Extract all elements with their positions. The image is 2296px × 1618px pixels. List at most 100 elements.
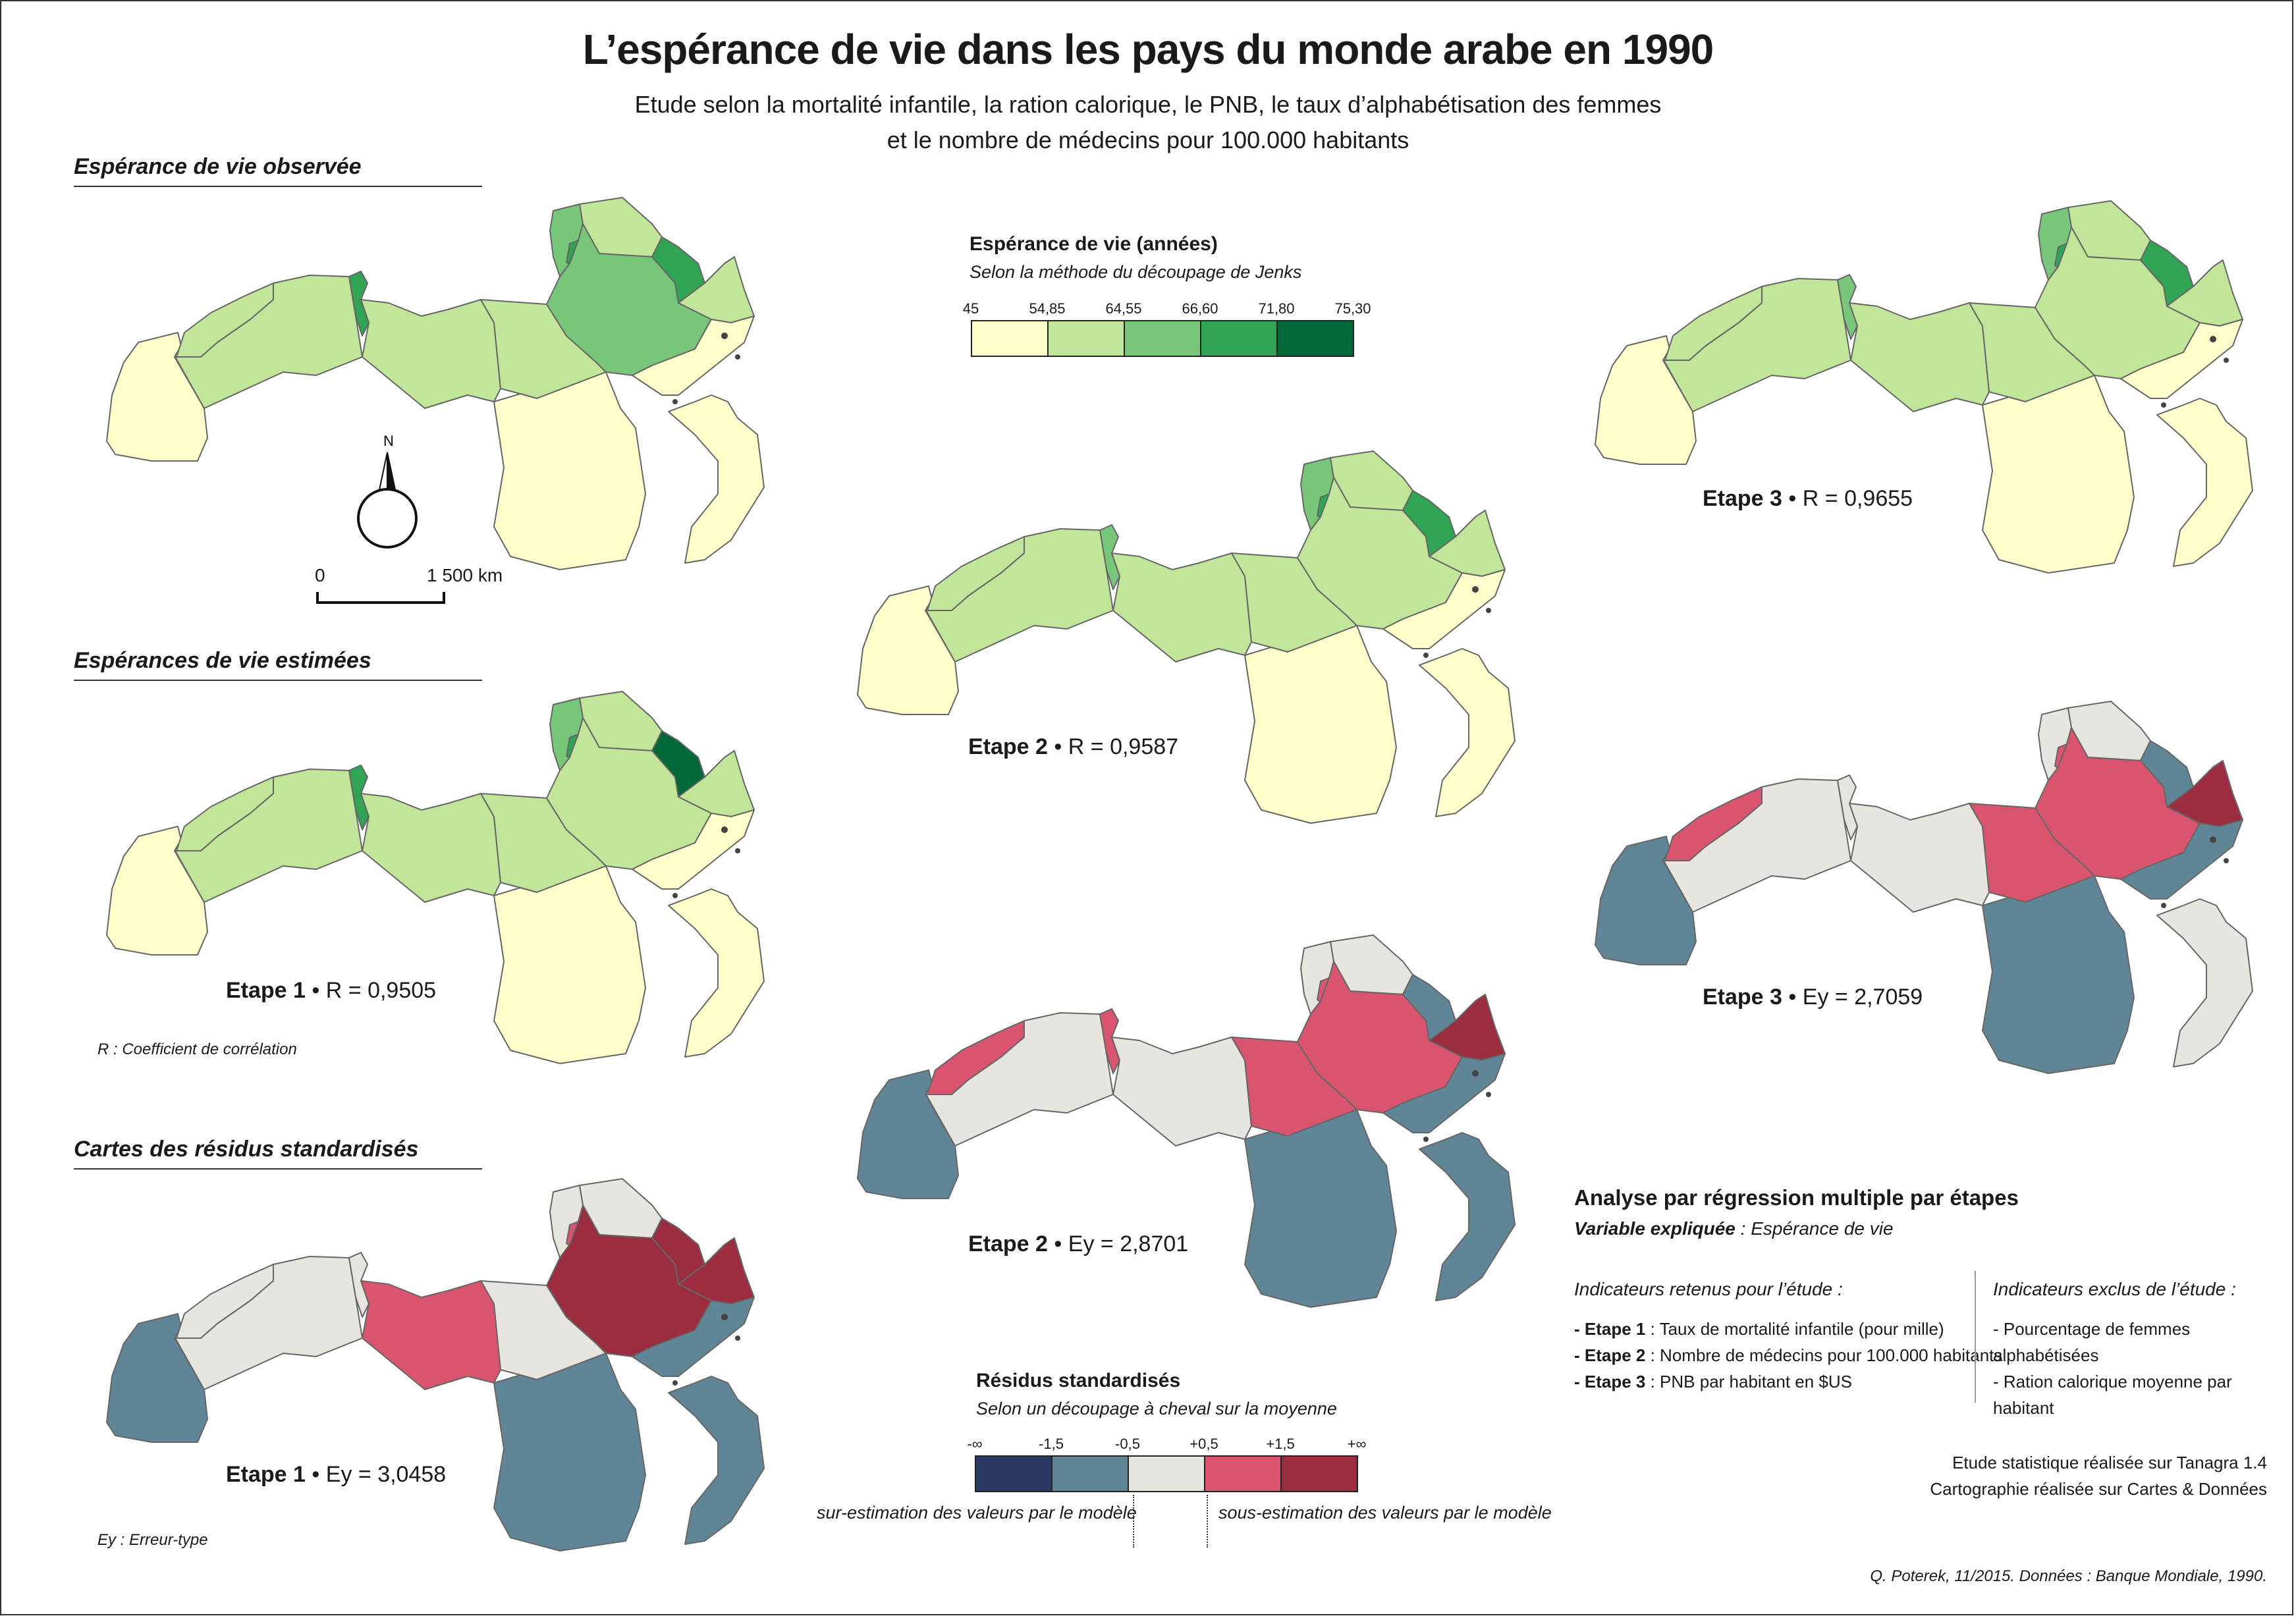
island-marker (735, 848, 740, 853)
island-marker (2224, 858, 2229, 863)
caption-r-step2: Etape 2 • R = 0,9587 (968, 734, 1179, 759)
legend-over-label: sur-estimation des valeurs par le modèle (817, 1503, 1137, 1523)
legend-life-subtitle: Selon la méthode du découpage de Jenks (970, 262, 1302, 282)
island-marker (672, 893, 678, 898)
map-svg (106, 691, 765, 1064)
country-libya (1849, 302, 1990, 412)
country-libya (1111, 553, 1252, 662)
legend-under-label: sous-estimation des valeurs par le modèl… (1218, 1503, 1552, 1523)
island-marker (2224, 358, 2229, 363)
country-somalia (668, 1376, 765, 1545)
subtitle-line-2: et le nombre de médecins pour 100.000 ha… (887, 126, 1409, 153)
map-residuals-step2 (797, 922, 1535, 1330)
island-marker (1423, 653, 1429, 658)
legend-resid-swatch (1128, 1455, 1205, 1492)
legend-resid-swatch (975, 1455, 1052, 1492)
country-libya (360, 1280, 501, 1390)
island-marker (721, 1314, 728, 1320)
caption-r-step3: Etape 3 • R = 0,9655 (1703, 486, 1913, 511)
legend-life-title: Espérance de vie (années) (970, 233, 1218, 255)
map-svg (857, 934, 1516, 1308)
legend-resid-break-label: +1,5 (1266, 1436, 1295, 1452)
country-libya (360, 793, 501, 903)
kept-title: Indicateurs retenus pour l’étude : (1574, 1279, 1843, 1299)
map-residuals-step3 (1535, 688, 2272, 1096)
excluded-title: Indicateurs exclus de l’étude : (1993, 1279, 2236, 1299)
legend-resid-swatch (1204, 1455, 1282, 1492)
country-somalia (1419, 1132, 1516, 1301)
legend-resid-break-label: -∞ (967, 1436, 983, 1452)
legend-resid-subtitle: Selon un découpage à cheval sur la moyen… (976, 1399, 1337, 1418)
analysis-variable: Variable expliquée : Espérance de vie (1574, 1218, 1894, 1239)
country-sudan (1982, 875, 2135, 1074)
analysis-title: Analyse par régression multiple par étap… (1574, 1185, 2019, 1210)
legend-resid-swatch (1280, 1455, 1358, 1492)
island-marker (1472, 1070, 1479, 1077)
country-libya (360, 299, 501, 409)
legend-life-break-label: 64,55 (1105, 300, 1142, 317)
island-marker (735, 1335, 740, 1341)
scale-distance-label: 1 500 km (427, 565, 503, 585)
legend-life-swatch (1124, 320, 1201, 357)
country-sudan (493, 371, 646, 570)
scale-bar (316, 592, 445, 604)
caption-ey-step3: Etape 3 • Ey = 2,7059 (1703, 984, 1923, 1010)
map-svg (1595, 701, 2253, 1074)
legend-life-scale: 45 54,85 64,55 66,60 71,80 75,30 (963, 300, 1371, 366)
country-sudan (493, 1353, 646, 1551)
map-svg (857, 450, 1516, 824)
map-svg (106, 197, 765, 570)
section-observed: Espérance de vie observée (74, 154, 362, 179)
island-marker (1486, 1092, 1491, 1097)
island-marker (735, 354, 740, 360)
country-libya (1849, 803, 1990, 913)
legend-life-swatch (1276, 320, 1354, 357)
country-sudan (1982, 375, 2135, 574)
country-libya (1111, 1037, 1252, 1146)
legend-divider (1133, 1495, 1134, 1548)
kept-item: - Etape 1 : Taux de mortalité infantile … (1574, 1319, 1944, 1339)
kept-item: - Etape 2 : Nombre de médecins pour 100.… (1574, 1345, 2003, 1365)
kept-list: - Etape 1 : Taux de mortalité infantile … (1574, 1316, 2002, 1395)
map-estimated-step1 (46, 678, 784, 1087)
map-estimated-step3 (1535, 188, 2272, 596)
caption-ey-step2: Etape 2 • Ey = 2,8701 (968, 1231, 1189, 1256)
credit-source: Q. Poterek, 11/2015. Données : Banque Mo… (1870, 1567, 2267, 1585)
island-marker (721, 333, 728, 339)
subtitle-line-1: Etude selon la mortalité infantile, la r… (634, 91, 1662, 118)
map-svg (1595, 200, 2253, 574)
excluded-item: - Ration calorique moyenne par habitant (1993, 1372, 2232, 1418)
country-somalia (2156, 398, 2253, 567)
legend-divider (1207, 1495, 1208, 1548)
island-marker (1486, 608, 1491, 613)
island-marker (2161, 903, 2166, 908)
legend-resid-swatch (1051, 1455, 1129, 1492)
country-sudan (1244, 625, 1397, 824)
country-somalia (668, 888, 765, 1058)
legend-resid-break-label: +∞ (1347, 1436, 1367, 1452)
legend-resid-break-label: -1,5 (1039, 1436, 1064, 1452)
country-somalia (2156, 898, 2253, 1067)
analysis-divider (1975, 1271, 1976, 1403)
note-r: R : Coefficient de corrélation (97, 1040, 297, 1058)
legend-life-break-label: 66,60 (1182, 300, 1218, 317)
section-rule (74, 1168, 482, 1170)
note-ey: Ey : Erreur-type (97, 1531, 208, 1549)
section-residuals: Cartes des résidus standardisés (74, 1137, 419, 1162)
island-marker (2210, 836, 2216, 843)
legend-life-swatch (971, 320, 1049, 357)
legend-life-swatch (1047, 320, 1125, 357)
map-estimated-step2 (797, 438, 1535, 846)
legend-resid-break-label: -0,5 (1115, 1436, 1140, 1452)
legend-life-swatch (1200, 320, 1278, 357)
island-marker (721, 826, 728, 833)
excluded-list: - Pourcentage de femmes alphabétisées - R… (1993, 1316, 2296, 1421)
legend-life-break-label: 54,85 (1029, 300, 1066, 317)
section-rule (74, 186, 482, 187)
section-rule (74, 680, 482, 681)
legend-resid-scale: -∞ -1,5 -0,5 +0,5 +1,5 +∞ (967, 1436, 1366, 1501)
svg-text:N: N (383, 433, 394, 449)
island-marker (2210, 336, 2216, 342)
island-marker (672, 399, 678, 404)
scale-zero-label: 0 (315, 565, 325, 585)
